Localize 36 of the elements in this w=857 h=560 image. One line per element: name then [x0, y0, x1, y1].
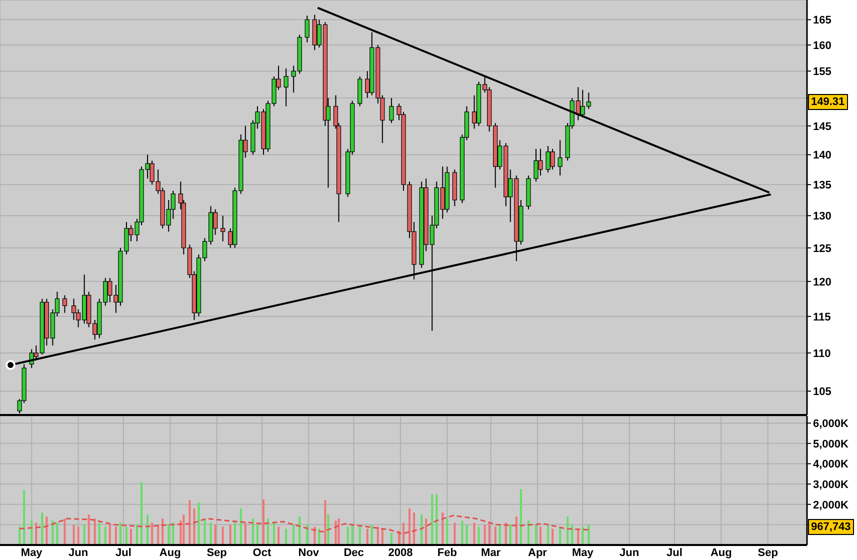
x-tick-label: Apr [528, 546, 548, 559]
annotation: 149.31 [808, 94, 848, 110]
y-tick-label: 110 [813, 348, 831, 360]
x-tick-label: Sep [758, 546, 778, 559]
y-tick-label: 105 [813, 386, 832, 398]
x-tick-label: May [572, 546, 594, 559]
y-tick-label: 6,000K [813, 418, 849, 430]
y-tick-label: 4,000K [813, 458, 849, 471]
x-tick-label: Feb [437, 546, 458, 559]
x-tick-label: Nov [298, 546, 320, 559]
y-tick-label: 160 [813, 40, 832, 52]
text: 967,743 [808, 519, 854, 535]
y-tick-label: 2,000K [813, 499, 849, 512]
y-tick-label: 145 [813, 120, 832, 133]
x-tick-label: May [20, 546, 44, 559]
x-tick-label: 2008 [388, 546, 413, 559]
y-tick-label: 165 [813, 14, 832, 27]
x-tick-label: Jul [116, 546, 132, 559]
x-tick-label: Jul [666, 546, 682, 559]
x-tick-label: Mar [481, 546, 502, 559]
y-tick-label: 155 [813, 66, 832, 78]
y-tick-label: 5,000K [813, 438, 849, 450]
y-tick-label: 135 [813, 180, 832, 192]
x-tick-label: Sep [206, 546, 228, 559]
x-tick-label: Jun [68, 546, 88, 559]
x-tick-label: Oct [252, 546, 272, 559]
x-tick-label: Aug [159, 546, 181, 559]
y-tick-label: 130 [813, 210, 832, 223]
x-tick-label: Dec [344, 546, 364, 559]
x-tick-label: Jun [620, 546, 640, 559]
y-tick-label: 115 [813, 311, 831, 324]
y-tick-label: 125 [813, 242, 832, 255]
y-tick-label: 120 [813, 276, 832, 288]
x-tick-label: Aug [710, 546, 732, 559]
y-tick-label: 140 [813, 150, 832, 162]
y-tick-label: 3,000K [813, 478, 849, 491]
